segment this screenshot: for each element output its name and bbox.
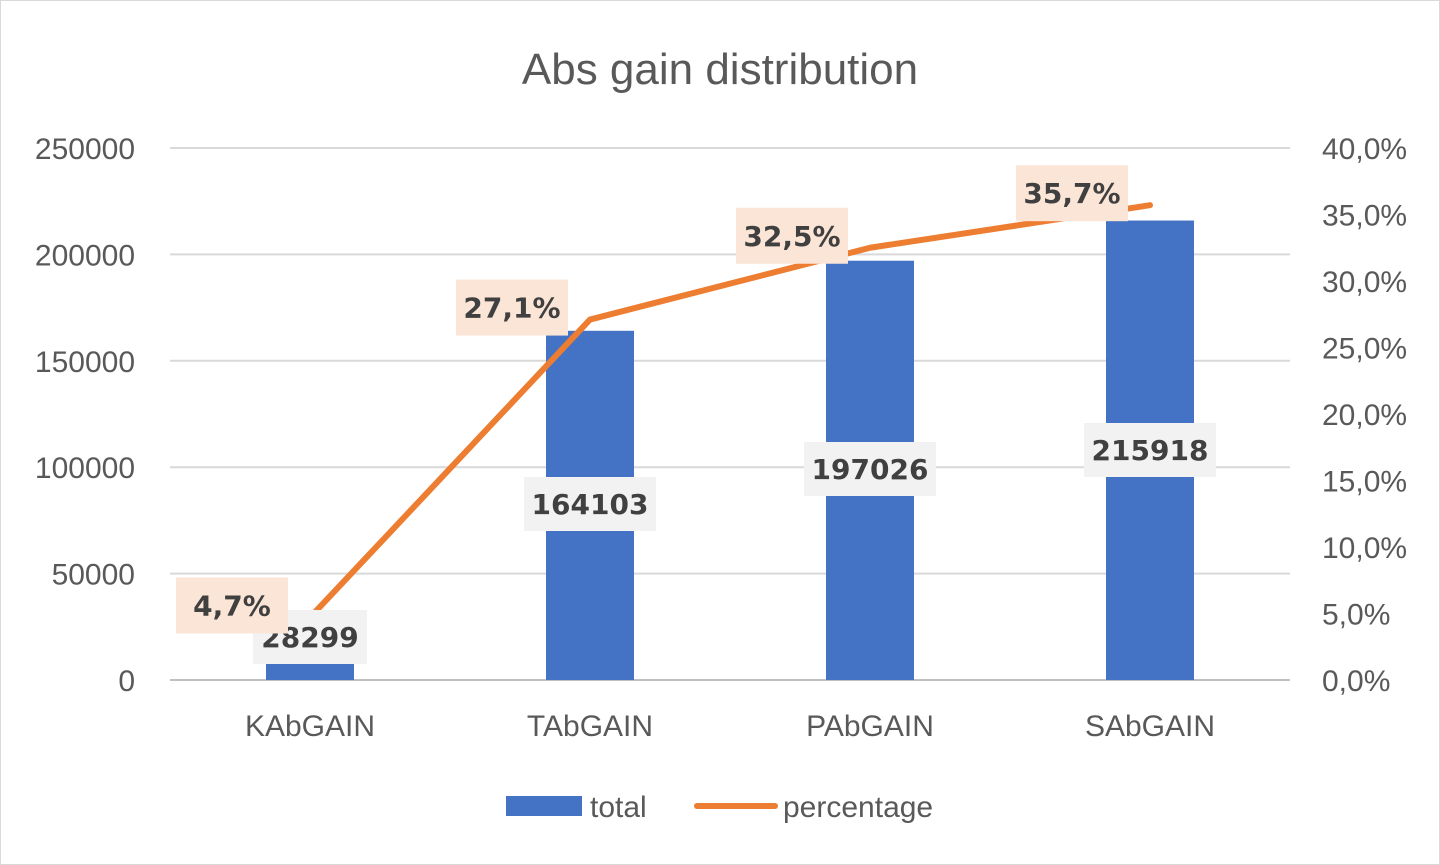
percentage-line — [307, 202, 1153, 621]
line-label-box — [736, 207, 848, 264]
y-tick-label: 200000 — [35, 239, 135, 272]
bar-data-label: 215918 — [1092, 434, 1209, 467]
line-data-label: 35,7% — [1023, 177, 1120, 210]
y-axis-right: 0,0% 5,0% 10,0% 15,0% 20,0% 25,0% 30,0% 35,0% 40… — [1322, 133, 1407, 698]
line-series — [307, 202, 1153, 621]
x-tick-label: PAbGAIN — [806, 710, 934, 743]
y-tick-label: 250000 — [35, 133, 135, 166]
y2-tick-label: 30,0% — [1322, 266, 1407, 299]
y2-tick-label: 15,0% — [1322, 466, 1407, 499]
bar-data-label: 197026 — [812, 453, 929, 486]
line-label-box — [176, 577, 288, 634]
line-label-box — [1016, 165, 1128, 222]
y2-tick-label: 25,0% — [1322, 333, 1407, 366]
bar-data-label: 164103 — [532, 488, 649, 521]
line-data-label: 4,7% — [193, 589, 271, 622]
y-tick-label: 150000 — [35, 346, 135, 379]
line-data-label: 27,1% — [463, 292, 560, 325]
legend-label-total: total — [590, 791, 647, 824]
chart-title: Abs gain distribution — [522, 45, 918, 94]
x-axis: KAbGAIN TAbGAIN PAbGAIN SAbGAIN — [245, 710, 1215, 743]
x-tick-label: SAbGAIN — [1085, 710, 1215, 743]
y2-tick-label: 10,0% — [1322, 532, 1407, 565]
y2-tick-label: 20,0% — [1322, 399, 1407, 432]
gridlines — [170, 147, 1290, 681]
y2-tick-label: 5,0% — [1322, 599, 1390, 632]
line-label-box — [456, 279, 568, 336]
y-tick-label: 50000 — [52, 559, 135, 592]
bar-label-box — [1084, 423, 1216, 477]
y-axis-left: 0 50000 100000 150000 200000 250000 — [35, 133, 135, 698]
y2-tick-label: 35,0% — [1322, 200, 1407, 233]
bar-series — [266, 220, 1194, 680]
bar-label-box — [524, 477, 656, 531]
y2-tick-label: 40,0% — [1322, 133, 1407, 166]
legend-label-percentage: percentage — [783, 791, 933, 824]
y2-tick-label: 0,0% — [1322, 665, 1390, 698]
bar-label-box — [804, 442, 936, 496]
y-tick-label: 0 — [118, 665, 135, 698]
y-tick-label: 100000 — [35, 452, 135, 485]
x-tick-label: KAbGAIN — [245, 710, 375, 743]
x-tick-label: TAbGAIN — [527, 710, 653, 743]
legend: total percentage — [506, 791, 933, 824]
legend-swatch-total — [506, 796, 582, 816]
line-data-label: 32,5% — [743, 220, 840, 253]
line-data-labels: 4,7% 27,1% 32,5% 35,7% — [176, 165, 1128, 634]
